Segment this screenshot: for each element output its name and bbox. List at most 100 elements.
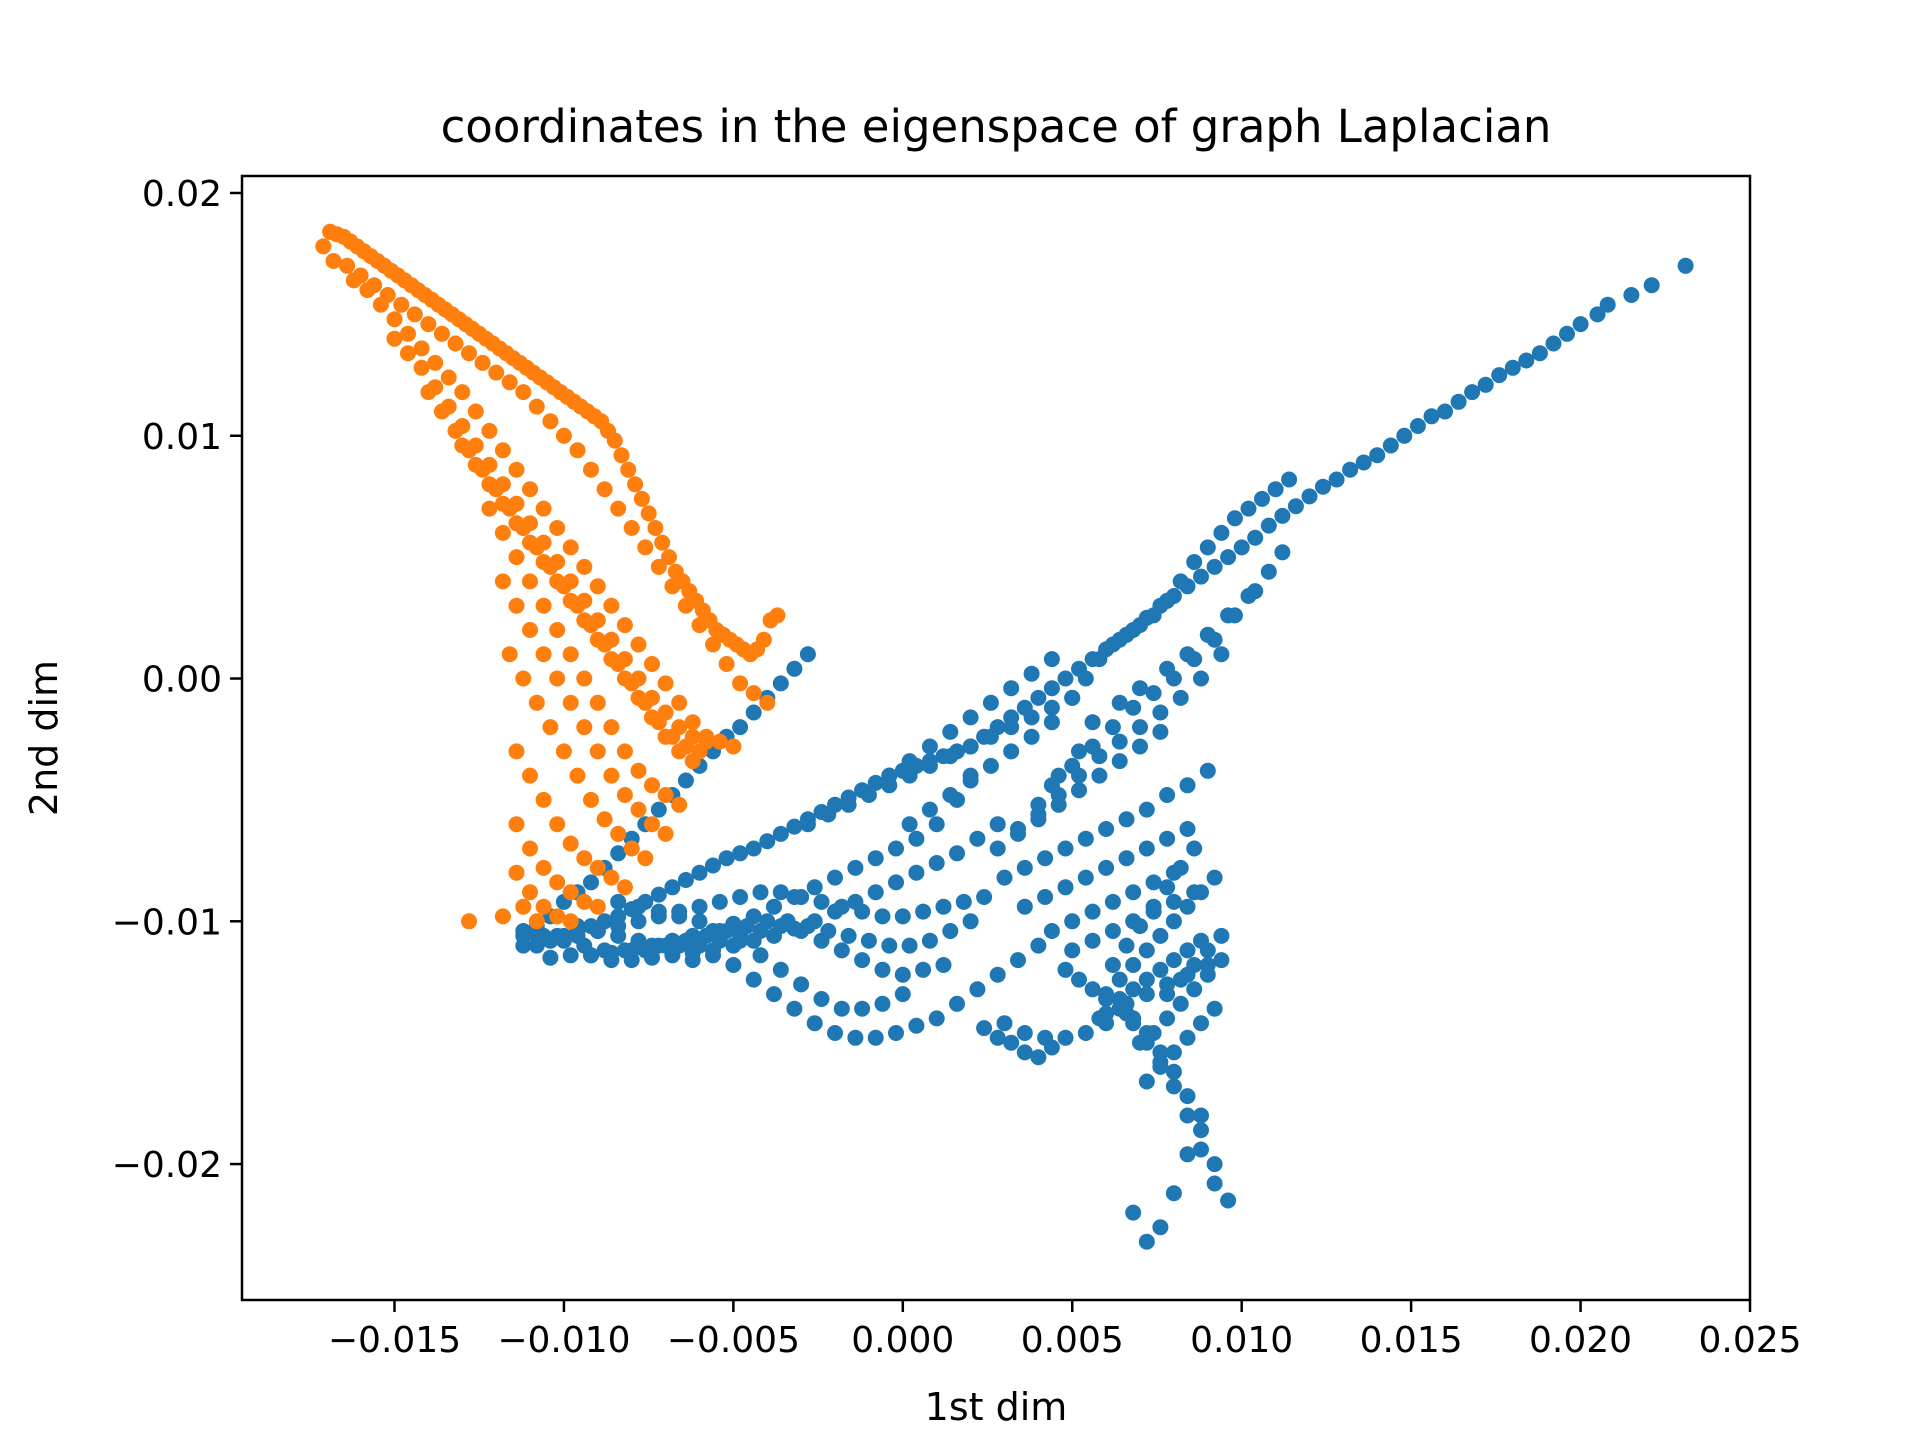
series-0-point xyxy=(1206,1000,1223,1017)
series-0-point xyxy=(1145,1025,1162,1041)
series-1-point xyxy=(427,354,444,371)
series-1-point xyxy=(481,476,498,493)
series-0-point xyxy=(901,816,918,833)
series-0-point xyxy=(1382,437,1399,454)
series-0-point xyxy=(1199,539,1216,556)
series-1-point xyxy=(677,597,694,614)
series-0-point xyxy=(1342,461,1359,478)
series-0-point xyxy=(982,728,999,745)
series-1-point xyxy=(684,714,701,731)
series-0-point xyxy=(982,694,999,711)
series-0-point xyxy=(1132,738,1148,755)
series-1-point xyxy=(603,651,620,668)
series-0-point xyxy=(908,1017,925,1034)
series-1-point xyxy=(549,816,566,833)
series-0-point xyxy=(1226,607,1243,624)
series-0-point xyxy=(1016,1025,1033,1041)
series-1-point xyxy=(549,520,566,536)
series-0-point xyxy=(1193,1141,1209,1158)
series-0-point xyxy=(1165,1078,1182,1095)
series-1-point xyxy=(413,359,430,376)
series-1-point xyxy=(315,238,332,255)
series-1-point xyxy=(501,374,518,391)
x-tick-label: 0.000 xyxy=(851,1320,954,1361)
series-0-point xyxy=(1677,257,1694,274)
series-1-point xyxy=(569,442,586,459)
series-1-point xyxy=(562,592,579,609)
series-0-point xyxy=(1043,699,1060,716)
series-0-point xyxy=(1145,903,1162,920)
series-0-point xyxy=(1186,981,1203,998)
series-1-point xyxy=(549,670,566,687)
series-0-point xyxy=(691,864,708,881)
series-0-point xyxy=(1043,651,1060,668)
series-1-point xyxy=(494,573,511,590)
series-1-point xyxy=(386,311,403,328)
series-1-point xyxy=(467,456,484,473)
series-1-point xyxy=(640,505,657,522)
series-0-point xyxy=(610,845,627,862)
series-0-point xyxy=(982,757,999,774)
series-0-point xyxy=(1125,913,1142,930)
x-tick-label: 0.025 xyxy=(1698,1320,1801,1361)
series-0-point xyxy=(1233,539,1250,556)
series-1-point xyxy=(515,670,532,687)
series-0-point xyxy=(1003,719,1020,736)
series-0-point xyxy=(745,971,762,988)
series-1-point xyxy=(440,369,457,386)
series-0-point xyxy=(1125,1204,1142,1221)
series-0-point xyxy=(691,898,708,915)
series-0-point xyxy=(888,840,904,857)
series-1-point xyxy=(522,840,538,857)
series-1-point xyxy=(644,816,660,833)
series-0-point xyxy=(793,923,810,939)
series-0-point xyxy=(1491,367,1508,384)
series-0-point xyxy=(1138,942,1155,959)
series-0-point xyxy=(1125,699,1142,716)
series-0-point xyxy=(867,774,884,791)
series-0-point xyxy=(1193,884,1209,901)
series-0-point xyxy=(1369,447,1386,464)
series-0-point xyxy=(705,857,721,874)
series-0-point xyxy=(935,957,952,973)
series-0-point xyxy=(772,961,789,978)
series-1-point xyxy=(620,461,637,478)
series-0-point xyxy=(806,1015,823,1032)
series-0-point xyxy=(1559,325,1575,342)
x-tick-label: −0.010 xyxy=(497,1320,630,1361)
series-0-point xyxy=(752,947,769,964)
series-0-point xyxy=(969,981,986,998)
chart-title: coordinates in the eigenspace of graph L… xyxy=(441,100,1552,153)
x-axis-label: 1st dim xyxy=(925,1385,1068,1429)
series-1-point xyxy=(576,893,593,910)
series-0-point xyxy=(1057,840,1074,857)
series-0-point xyxy=(1179,1107,1196,1124)
series-1-point xyxy=(393,296,410,313)
series-1-point xyxy=(616,787,633,803)
series-0-point xyxy=(745,840,762,857)
series-0-point xyxy=(1186,554,1203,570)
series-1-point xyxy=(644,777,660,794)
scatter-points xyxy=(315,223,1694,1250)
series-1-point xyxy=(420,384,437,401)
series-0-point xyxy=(949,845,965,862)
series-0-point xyxy=(928,1010,945,1027)
series-0-point xyxy=(1125,981,1142,998)
series-0-point xyxy=(1003,1034,1020,1051)
series-1-point xyxy=(630,801,647,818)
series-1-point xyxy=(637,850,654,867)
series-0-point xyxy=(976,889,993,905)
series-0-point xyxy=(1098,859,1115,876)
series-1-point xyxy=(535,791,552,808)
series-0-point xyxy=(1518,352,1535,369)
series-0-point xyxy=(1213,646,1230,663)
series-1-point xyxy=(508,743,525,760)
series-0-point xyxy=(1572,316,1589,333)
series-0-point xyxy=(1104,957,1121,973)
series-0-point xyxy=(1437,403,1453,420)
series-1-point xyxy=(759,694,776,711)
y-tick-label: 0.01 xyxy=(142,417,222,458)
series-0-point xyxy=(793,889,810,905)
series-1-point xyxy=(400,325,416,342)
